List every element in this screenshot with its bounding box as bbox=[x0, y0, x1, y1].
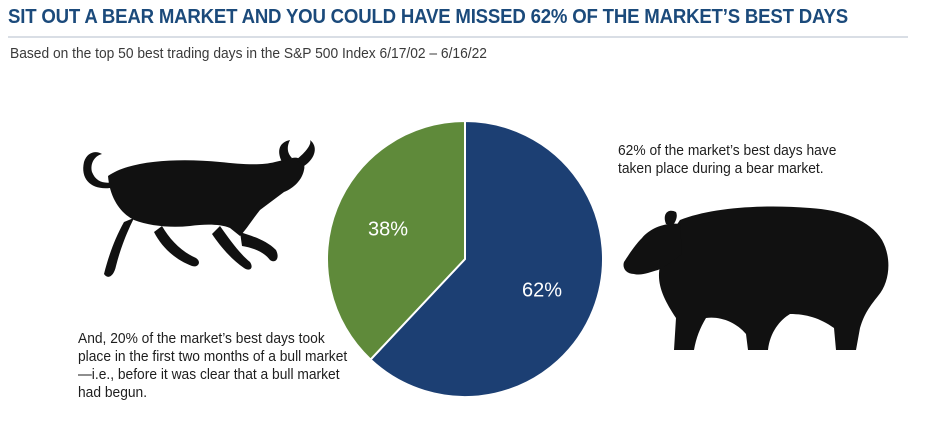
pie-slice-label-2: 38% bbox=[368, 219, 408, 241]
chart-subtitle: Based on the top 50 best trading days in… bbox=[10, 45, 487, 62]
bull-silhouette-icon bbox=[83, 140, 315, 277]
pie-slice-1 bbox=[369, 119, 604, 398]
chart-title: SIT OUT A BEAR MARKET AND YOU COULD HAVE… bbox=[8, 6, 848, 28]
pie-slice-2 bbox=[326, 119, 466, 362]
bull-market-note: And, 20% of the market’s best days took … bbox=[78, 330, 348, 401]
pie-chart: 62% 38% bbox=[326, 119, 604, 398]
bear-silhouette-icon bbox=[623, 206, 889, 350]
title-divider bbox=[8, 36, 908, 38]
bear-market-note: 62% of the market’s best days have taken… bbox=[618, 142, 837, 177]
pie-slice-label-1: 62% bbox=[522, 279, 562, 301]
